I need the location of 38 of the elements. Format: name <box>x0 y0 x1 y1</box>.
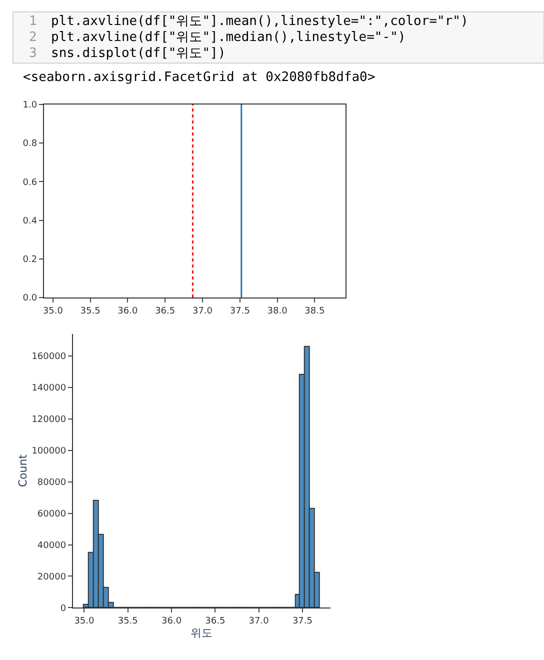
y-tick-label: 120000 <box>32 415 66 426</box>
x-tick-label: 37.0 <box>192 306 213 316</box>
y-tick-label: 0.2 <box>22 255 38 266</box>
y-tick-label: 60000 <box>37 509 66 520</box>
x-tick-label: 36.5 <box>155 306 176 316</box>
x-tick-label: 36.0 <box>161 616 182 627</box>
y-tick-label: 40000 <box>37 540 66 551</box>
text: 1 <box>29 14 37 29</box>
x-tick-label: 38.0 <box>267 306 288 316</box>
y-axis-title: Count <box>16 454 30 488</box>
x-tick-label: 35.0 <box>74 616 95 627</box>
x-tick-label: 36.5 <box>205 616 226 627</box>
x-tick-label: 35.5 <box>118 616 138 627</box>
text: sns.displot(df["위도"]) <box>51 46 226 61</box>
x-tick-label: 37.5 <box>230 306 250 316</box>
y-tick-label: 140000 <box>32 384 66 394</box>
y-tick-label: 20000 <box>37 572 66 582</box>
y-tick-label: 0 <box>60 604 66 614</box>
x-tick-label: 37.5 <box>292 616 312 627</box>
x-tick-label: 35.5 <box>80 306 100 316</box>
y-tick-label: 0.8 <box>22 139 38 150</box>
text: 2 <box>29 30 37 45</box>
y-tick-label: 80000 <box>37 478 66 488</box>
y-tick-label: 160000 <box>32 352 66 362</box>
x-tick-label: 38.5 <box>304 306 325 316</box>
text: plt.axvline(df["위도"].mean(),linestyle=":",color="r") <box>51 14 468 29</box>
x-tick-label: 36.0 <box>118 306 138 316</box>
y-tick-label: 0.6 <box>22 178 38 188</box>
y-tick-label: 0.0 <box>22 294 38 304</box>
y-tick-label: 100000 <box>32 446 66 457</box>
y-tick-label: 0.4 <box>22 216 38 226</box>
text: <seaborn.axisgrid.FacetGrid at 0x2080fb8dfa0> <box>23 70 376 85</box>
y-tick-label: 1.0 <box>22 100 38 111</box>
x-tick-label: 37.0 <box>248 616 270 627</box>
text: plt.axvline(df["위도"].median(),linestyle="-") <box>51 30 406 45</box>
x-axis-title: 위도 <box>190 626 213 640</box>
text: 3 <box>29 46 37 61</box>
x-tick-label: 35.0 <box>42 306 64 316</box>
